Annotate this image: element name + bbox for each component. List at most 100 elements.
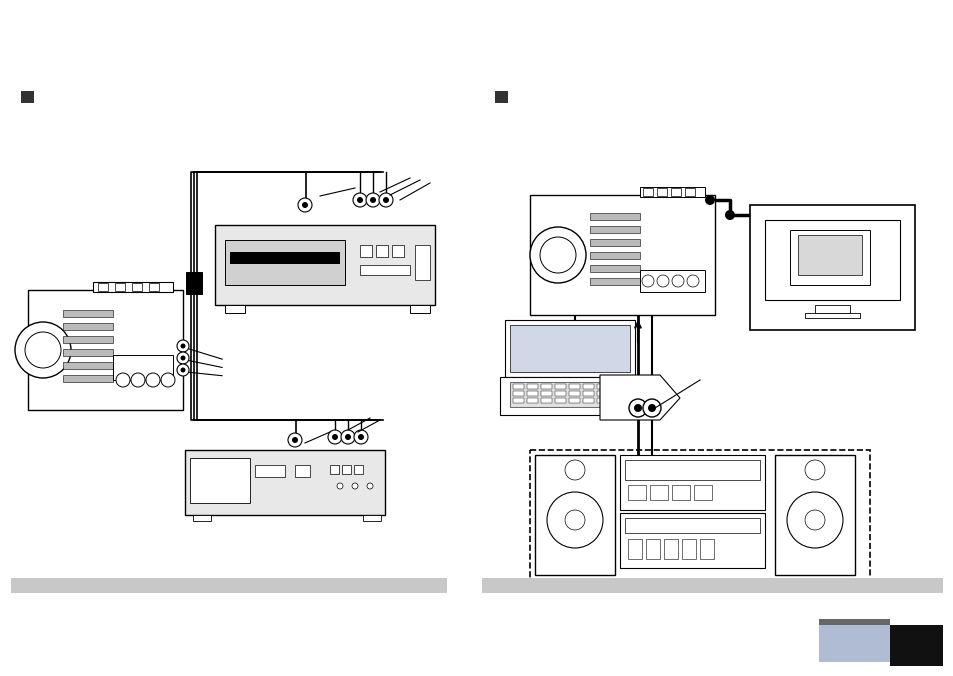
Bar <box>185 450 385 515</box>
Bar <box>225 305 245 313</box>
Bar <box>112 355 172 380</box>
Circle shape <box>297 198 312 212</box>
Circle shape <box>352 483 357 489</box>
Circle shape <box>177 352 189 364</box>
Circle shape <box>131 373 145 387</box>
Bar <box>230 252 339 264</box>
Bar <box>530 450 869 580</box>
Bar <box>642 188 652 196</box>
Bar <box>526 398 537 403</box>
Circle shape <box>146 373 160 387</box>
Circle shape <box>177 364 189 376</box>
Bar <box>589 213 639 220</box>
Bar <box>530 195 714 315</box>
Polygon shape <box>599 375 679 420</box>
Bar <box>700 539 713 559</box>
Circle shape <box>345 434 351 440</box>
Circle shape <box>657 275 668 287</box>
Circle shape <box>180 356 185 360</box>
Circle shape <box>539 237 576 273</box>
Bar <box>330 465 338 474</box>
Bar <box>363 515 380 521</box>
Bar <box>597 384 607 389</box>
Bar <box>589 252 639 259</box>
Bar <box>568 384 579 389</box>
Bar <box>193 515 211 521</box>
Bar <box>540 398 552 403</box>
Bar <box>818 619 889 625</box>
Circle shape <box>671 275 683 287</box>
Circle shape <box>804 460 824 480</box>
Bar <box>510 325 629 372</box>
Circle shape <box>357 434 364 440</box>
Circle shape <box>704 195 714 205</box>
Circle shape <box>724 210 734 220</box>
Circle shape <box>15 322 71 378</box>
Bar <box>92 282 172 292</box>
Bar <box>797 235 862 275</box>
Bar <box>98 283 108 291</box>
Circle shape <box>180 343 185 349</box>
Bar <box>513 384 523 389</box>
Circle shape <box>564 510 584 530</box>
Bar <box>749 205 914 330</box>
Bar <box>341 465 351 474</box>
Circle shape <box>336 483 343 489</box>
Bar <box>149 283 159 291</box>
Bar <box>619 455 764 510</box>
Bar <box>186 272 202 294</box>
Circle shape <box>530 227 585 283</box>
Bar <box>513 391 523 396</box>
Bar <box>610 384 621 389</box>
Circle shape <box>378 193 393 207</box>
Bar <box>774 455 854 575</box>
Bar <box>410 305 430 313</box>
Circle shape <box>647 404 656 412</box>
Bar <box>610 391 621 396</box>
Bar <box>639 187 704 197</box>
Circle shape <box>353 193 367 207</box>
Bar <box>670 188 680 196</box>
Circle shape <box>177 340 189 352</box>
Bar <box>645 539 659 559</box>
Circle shape <box>370 197 375 203</box>
Bar <box>375 245 388 257</box>
Circle shape <box>354 430 368 444</box>
Bar <box>513 398 523 403</box>
Bar <box>597 391 607 396</box>
Bar <box>526 391 537 396</box>
Bar <box>510 382 639 407</box>
Bar <box>624 518 760 533</box>
Circle shape <box>382 197 389 203</box>
Bar <box>294 465 310 477</box>
Bar <box>582 384 594 389</box>
Bar <box>555 391 565 396</box>
Bar <box>619 513 764 568</box>
Circle shape <box>564 460 584 480</box>
Bar <box>225 240 345 285</box>
Circle shape <box>641 275 654 287</box>
Circle shape <box>642 399 660 417</box>
Bar <box>818 625 889 662</box>
Bar <box>684 188 695 196</box>
Circle shape <box>356 197 363 203</box>
Bar <box>63 362 112 369</box>
Circle shape <box>288 433 302 447</box>
Bar <box>764 220 899 300</box>
Bar <box>555 398 565 403</box>
Circle shape <box>302 202 308 208</box>
Circle shape <box>180 368 185 372</box>
Circle shape <box>786 492 842 548</box>
Circle shape <box>628 399 646 417</box>
Bar <box>804 313 859 318</box>
Bar <box>681 539 696 559</box>
Circle shape <box>332 434 337 440</box>
Bar <box>63 375 112 382</box>
Circle shape <box>161 373 174 387</box>
Bar <box>597 398 607 403</box>
Circle shape <box>804 510 824 530</box>
Bar <box>481 578 942 593</box>
Circle shape <box>328 430 341 444</box>
Bar <box>132 283 142 291</box>
Bar <box>540 391 552 396</box>
